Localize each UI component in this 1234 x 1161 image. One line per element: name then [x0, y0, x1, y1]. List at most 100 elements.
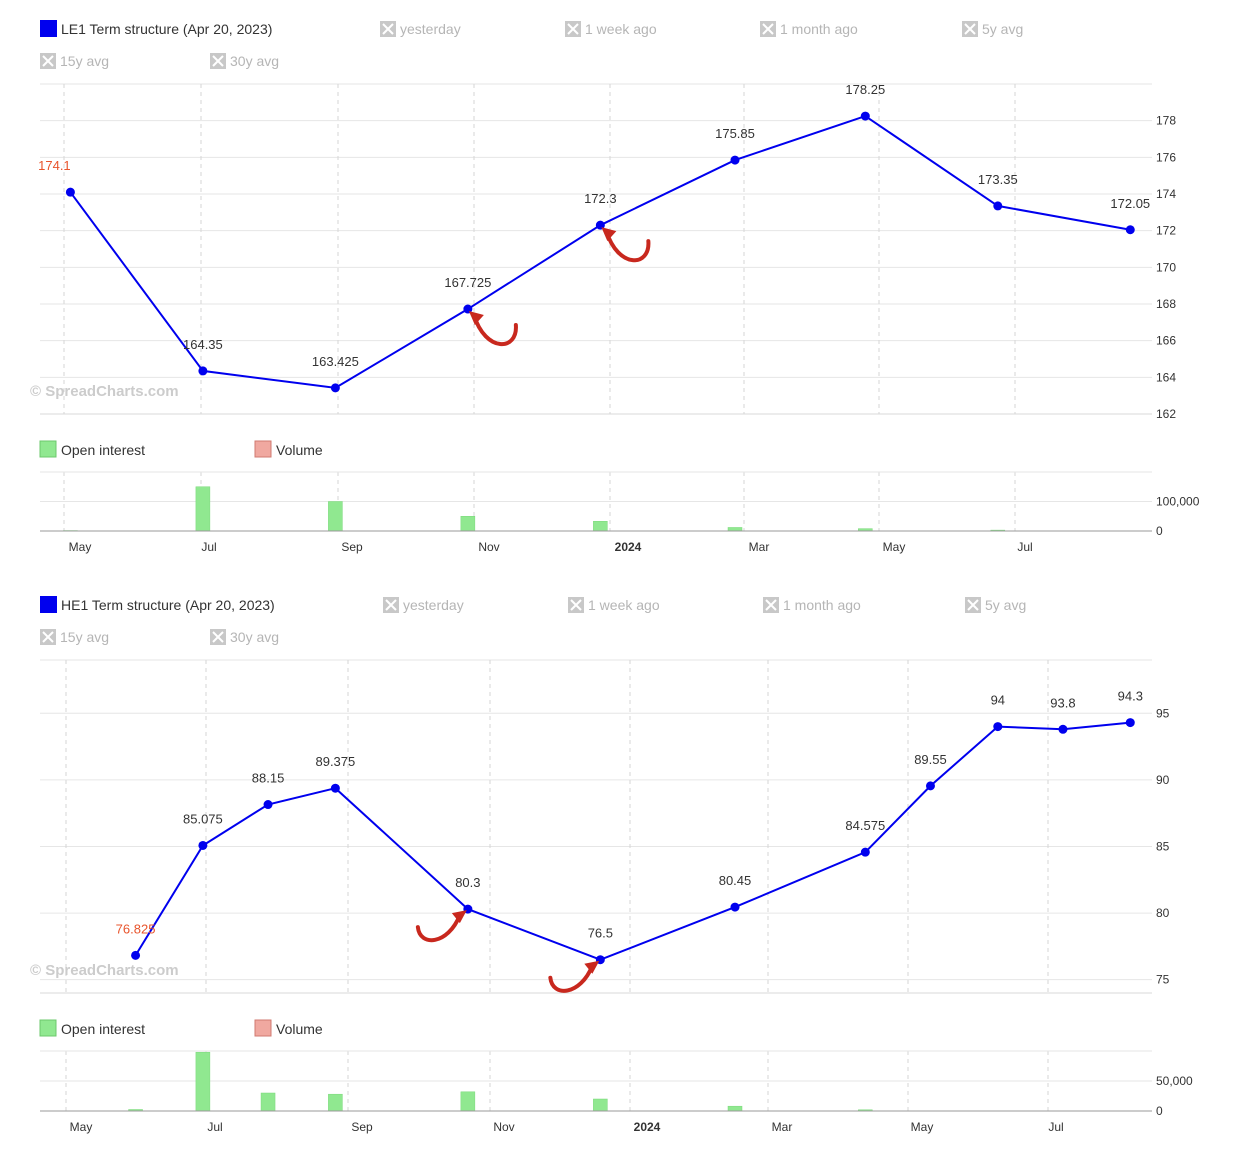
legend-item-30y-avg[interactable]: 30y avg — [210, 629, 279, 645]
open-interest-bar[interactable] — [593, 1099, 607, 1111]
curved-arrow-icon — [550, 961, 599, 991]
data-point[interactable] — [66, 188, 75, 197]
x-tick-label: May — [70, 1120, 93, 1134]
curved-arrow-icon — [601, 227, 648, 260]
data-point[interactable] — [198, 366, 207, 375]
legend-volume[interactable]: Volume — [276, 442, 323, 458]
data-point[interactable] — [731, 156, 740, 165]
data-label: 174.1 — [38, 158, 71, 173]
volume-legend: Open interest Volume — [40, 1020, 323, 1037]
y-tick-label: 170 — [1156, 260, 1176, 274]
legend-item-1-month-ago[interactable]: 1 month ago — [760, 21, 858, 37]
y-tick-label: 164 — [1156, 370, 1176, 384]
open-interest-bar[interactable] — [728, 527, 742, 531]
legend: LE1 Term structure (Apr 20, 2023) yesterd… — [40, 20, 1023, 69]
data-label: 167.725 — [444, 275, 491, 290]
x-tick-label: Nov — [478, 540, 499, 554]
open-interest-bar[interactable] — [261, 1093, 275, 1111]
data-point[interactable] — [331, 383, 340, 392]
chart-panel-2: HE1 Term structure (Apr 20, 2023) yesterd… — [30, 596, 1193, 1134]
volume-tick-label: 100,000 — [1156, 495, 1200, 509]
legend-item-5y-avg[interactable]: 5y avg — [965, 597, 1026, 613]
legend-item-15y-avg[interactable]: 15y avg — [40, 53, 109, 69]
data-point[interactable] — [861, 112, 870, 121]
open-interest-bar[interactable] — [196, 487, 210, 531]
data-point[interactable] — [198, 841, 207, 850]
legend: HE1 Term structure (Apr 20, 2023) yesterd… — [40, 596, 1026, 645]
legend-main-series[interactable]: LE1 Term structure (Apr 20, 2023) — [61, 21, 272, 37]
data-label: 172.05 — [1110, 196, 1150, 211]
data-label: 178.25 — [845, 82, 885, 97]
y-tick-label: 172 — [1156, 224, 1176, 238]
open-interest-bar[interactable] — [461, 516, 475, 531]
x-tick-label: Sep — [351, 1120, 373, 1134]
legend-item-label: 1 month ago — [780, 21, 858, 37]
volume-tick-label: 0 — [1156, 524, 1163, 538]
data-point[interactable] — [331, 784, 340, 793]
legend-item-1-week-ago[interactable]: 1 week ago — [568, 597, 660, 613]
curved-arrow-icon — [418, 910, 467, 940]
y-tick-label: 168 — [1156, 297, 1176, 311]
legend-item-yesterday[interactable]: yesterday — [380, 21, 461, 37]
legend-main-series[interactable]: HE1 Term structure (Apr 20, 2023) — [61, 597, 275, 613]
open-interest-swatch-icon[interactable] — [40, 1020, 56, 1036]
legend-item-label: 1 month ago — [783, 597, 861, 613]
legend-item-label: 30y avg — [230, 53, 279, 69]
data-label: 89.55 — [914, 752, 947, 767]
x-tick-label: Nov — [493, 1120, 514, 1134]
y-tick-label: 162 — [1156, 407, 1176, 421]
data-point[interactable] — [731, 903, 740, 912]
data-label: 93.8 — [1050, 695, 1075, 710]
data-label: 76.825 — [116, 921, 156, 936]
data-point[interactable] — [993, 722, 1002, 731]
data-label: 88.15 — [252, 771, 285, 786]
legend-item-15y-avg[interactable]: 15y avg — [40, 629, 109, 645]
legend-item-1-month-ago[interactable]: 1 month ago — [763, 597, 861, 613]
y-tick-label: 95 — [1156, 706, 1170, 720]
data-point[interactable] — [1126, 225, 1135, 234]
volume-tick-label: 0 — [1156, 1104, 1163, 1118]
open-interest-bar[interactable] — [461, 1092, 475, 1111]
x-tick-label: May — [69, 540, 92, 554]
legend-item-30y-avg[interactable]: 30y avg — [210, 53, 279, 69]
data-label: 89.375 — [315, 754, 355, 769]
data-label: 175.85 — [715, 126, 755, 141]
data-point[interactable] — [1126, 718, 1135, 727]
data-label: 85.075 — [183, 811, 223, 826]
data-point[interactable] — [993, 201, 1002, 210]
open-interest-bar[interactable] — [328, 1094, 342, 1111]
data-label: 163.425 — [312, 354, 359, 369]
open-interest-bar[interactable] — [728, 1106, 742, 1111]
legend-item-yesterday[interactable]: yesterday — [383, 597, 464, 613]
data-label: 173.35 — [978, 172, 1018, 187]
legend-open-interest[interactable]: Open interest — [61, 1021, 145, 1037]
data-point[interactable] — [131, 951, 140, 960]
legend-item-1-week-ago[interactable]: 1 week ago — [565, 21, 657, 37]
data-label: 94.3 — [1118, 689, 1143, 704]
series-swatch-icon[interactable] — [40, 596, 57, 613]
data-point[interactable] — [861, 848, 870, 857]
data-point[interactable] — [264, 800, 273, 809]
x-tick-label: Jul — [207, 1120, 222, 1134]
legend-volume[interactable]: Volume — [276, 1021, 323, 1037]
volume-swatch-icon[interactable] — [255, 441, 271, 457]
legend-item-5y-avg[interactable]: 5y avg — [962, 21, 1023, 37]
x-tick-label: May — [911, 1120, 934, 1134]
data-point[interactable] — [926, 781, 935, 790]
open-interest-bar[interactable] — [328, 502, 342, 532]
series-swatch-icon[interactable] — [40, 20, 57, 37]
x-tick-label: Jul — [201, 540, 216, 554]
volume-swatch-icon[interactable] — [255, 1020, 271, 1036]
open-interest-swatch-icon[interactable] — [40, 441, 56, 457]
y-tick-label: 80 — [1156, 906, 1170, 920]
legend-open-interest[interactable]: Open interest — [61, 442, 145, 458]
open-interest-bar[interactable] — [593, 521, 607, 531]
data-point[interactable] — [1058, 725, 1067, 734]
watermark: © SpreadCharts.com — [30, 383, 179, 400]
open-interest-bar[interactable] — [196, 1052, 210, 1111]
legend-item-label: 15y avg — [60, 629, 109, 645]
x-tick-label: 2024 — [615, 540, 642, 554]
data-label: 172.3 — [584, 191, 617, 206]
